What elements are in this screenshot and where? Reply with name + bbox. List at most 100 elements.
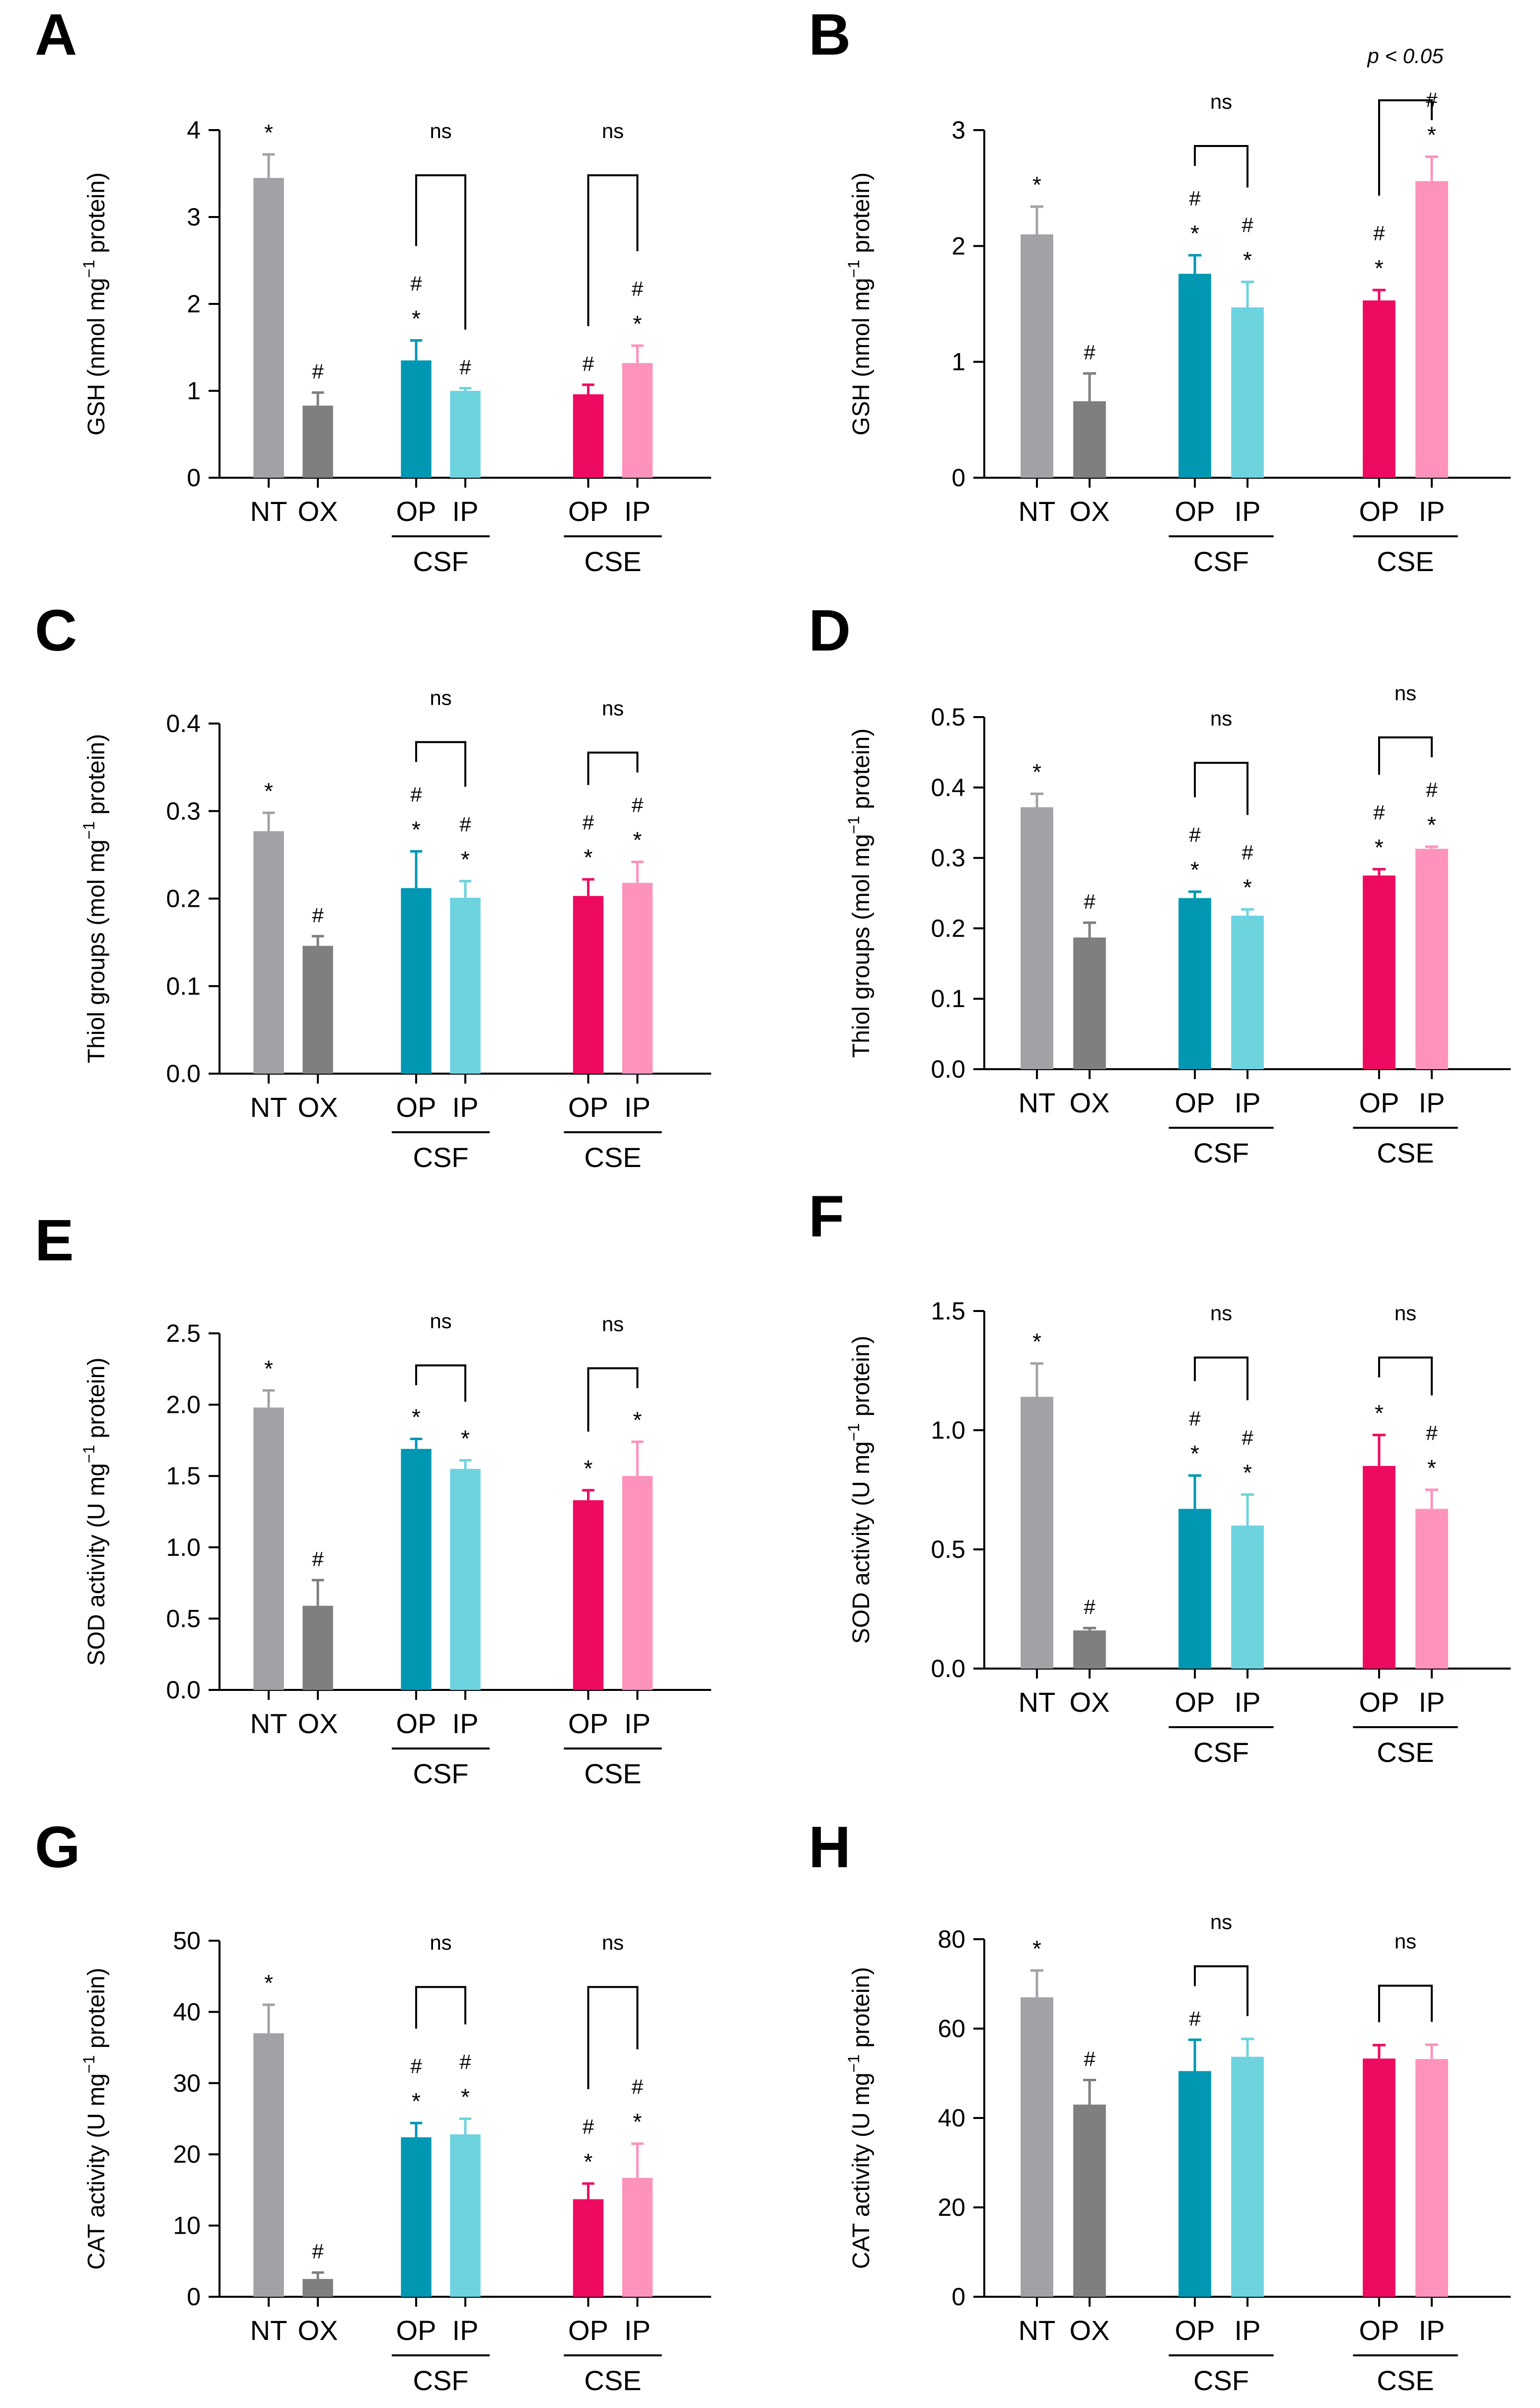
y-axis-title-text: CAT activity (U mg: [83, 2073, 110, 2270]
y-axis-title: CAT activity (U mg−1 protein): [80, 1968, 110, 2269]
comparison-label: ns: [430, 119, 451, 143]
y-tick-label: 0.0: [166, 1676, 201, 1704]
hash-mark: #: [583, 2115, 594, 2138]
x-category-label: NT: [1019, 1087, 1056, 1118]
panel-f: F 0.0 0.5 1.0 1.5 SOD activity (U mg−1 protei…: [808, 1184, 1511, 1768]
comparison-label: ns: [602, 696, 624, 720]
bar-op: [573, 394, 604, 478]
bar-op: [573, 896, 604, 1074]
x-category-label: OP: [568, 2315, 608, 2346]
y-axis-title-text: SOD activity (U mg: [848, 1441, 875, 1644]
hash-mark: #: [459, 812, 471, 836]
comparison-bracket: [1194, 762, 1248, 815]
x-category-label: NT: [250, 2315, 288, 2346]
asterisk-mark: *: [412, 816, 421, 842]
y-axis-title-text: GSH (nmol mg: [848, 278, 875, 436]
asterisk-mark: *: [412, 306, 421, 332]
hash-mark: #: [583, 352, 594, 375]
bar-ip: [1231, 915, 1264, 1069]
y-tick-label: 40: [938, 2104, 965, 2132]
y-tick-label: 0.0: [931, 1055, 965, 1083]
y-axis-title-superscript: −1: [845, 1423, 863, 1441]
comparison-bracket: [1378, 736, 1433, 775]
comparison-bracket: [1378, 1356, 1433, 1395]
group-label: CSE: [1377, 1737, 1434, 1768]
y-tick-label: 20: [938, 2193, 965, 2221]
y-axis-title-text: protein): [83, 734, 110, 821]
x-category-label: OX: [1070, 1686, 1110, 1718]
hash-mark: #: [312, 903, 324, 927]
hash-mark: #: [1084, 341, 1096, 364]
bar-op: [401, 2137, 432, 2297]
bar-ox: [302, 1605, 333, 1690]
bar-ip: [622, 1476, 653, 1690]
x-category-label: IP: [624, 496, 651, 527]
x-category-label: OP: [1359, 1686, 1399, 1718]
hash-mark: #: [632, 793, 644, 816]
asterisk-mark: *: [1243, 247, 1252, 273]
y-tick-label: 3: [187, 203, 201, 231]
bar-ox: [1073, 2105, 1106, 2297]
hash-mark: #: [1084, 890, 1096, 913]
asterisk-mark: *: [461, 2084, 470, 2110]
asterisk-mark: *: [1427, 812, 1436, 838]
x-category-label: IP: [1235, 1087, 1261, 1118]
bar-ip: [1415, 849, 1448, 1069]
panel-label: F: [808, 1184, 844, 1249]
y-tick-label: 1.0: [166, 1533, 201, 1561]
y-tick-label: 1.5: [931, 1297, 965, 1325]
comparison-label: ns: [602, 119, 624, 143]
panel-label: H: [808, 1815, 851, 1880]
group-label: CSF: [413, 2365, 469, 2396]
asterisk-mark: *: [633, 827, 642, 853]
y-axis-title: Thiol groups (mol mg−1 protein): [80, 734, 110, 1063]
comparison-bracket: [415, 1364, 466, 1402]
y-axis-title: SOD activity (U mg−1 protein): [80, 1358, 110, 1666]
y-tick-label: 0.0: [166, 1060, 201, 1088]
bar-ip: [1415, 181, 1448, 478]
asterisk-mark: *: [1032, 1329, 1041, 1355]
y-axis-title-superscript: −1: [80, 1445, 98, 1463]
hash-mark: #: [459, 356, 471, 379]
x-category-label: OP: [568, 1092, 608, 1123]
y-tick-label: 1: [952, 348, 965, 376]
bar-op: [1363, 1466, 1395, 1669]
y-tick-label: 0.4: [931, 774, 965, 802]
x-category-label: OP: [1175, 1686, 1215, 1718]
x-category-label: OX: [1070, 1087, 1110, 1118]
bar-op: [573, 2199, 604, 2297]
asterisk-mark: *: [633, 2109, 642, 2135]
y-tick-label: 0: [187, 2283, 201, 2311]
x-category-label: OP: [568, 1708, 608, 1739]
hash-mark: #: [632, 2075, 644, 2099]
asterisk-mark: *: [1032, 759, 1041, 785]
comparison-label: ns: [1394, 681, 1416, 705]
comparison-label: p < 0.05: [1367, 44, 1444, 68]
panel-b: B 0 1 2 3 GSH (nmol mg−1 protein) NT * OX # OP * # IP…: [808, 2, 1511, 577]
hash-mark: #: [1189, 1407, 1201, 1430]
x-category-label: OP: [1359, 496, 1399, 527]
bar-nt: [1021, 1997, 1053, 2297]
x-category-label: OX: [1070, 496, 1110, 527]
panel-a: A 0 1 2 3 4 GSH (nmol mg−1 protein) NT * OX # OP * # I…: [35, 2, 711, 577]
group-label: CSF: [413, 1142, 469, 1173]
hash-mark: #: [1373, 221, 1385, 245]
y-tick-label: 40: [173, 1998, 201, 2026]
hash-mark: #: [1189, 2007, 1201, 2031]
hash-mark: #: [1426, 1421, 1438, 1445]
comparison-bracket: [587, 1367, 639, 1432]
asterisk-mark: *: [461, 1426, 470, 1452]
panel-h: H 0 20 40 60 80 CAT activity (U mg−1 protein) N…: [808, 1815, 1511, 2396]
x-category-label: OP: [396, 496, 437, 527]
y-tick-label: 2: [952, 232, 965, 260]
y-axis-title-text: protein): [83, 1358, 110, 1445]
panel-d: D 0.0 0.1 0.2 0.3 0.4 0.5 Thiol groups (mol mg−…: [808, 598, 1511, 1168]
y-axis-title-text: protein): [848, 1336, 875, 1423]
x-category-label: IP: [452, 2315, 479, 2346]
x-category-label: IP: [452, 1708, 479, 1739]
asterisk-mark: *: [412, 2088, 421, 2114]
asterisk-mark: *: [461, 846, 470, 872]
y-tick-label: 0.1: [931, 985, 965, 1013]
comparison-bracket: [587, 174, 639, 326]
